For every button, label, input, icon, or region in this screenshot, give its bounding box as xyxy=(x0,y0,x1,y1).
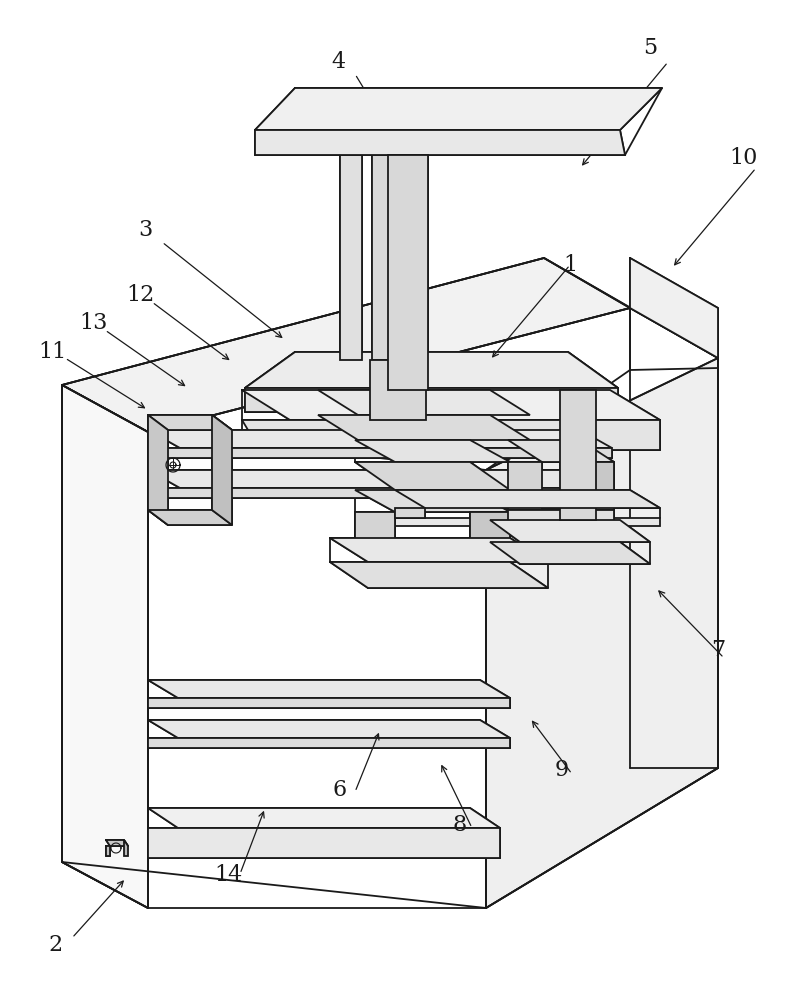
Polygon shape xyxy=(486,358,718,908)
Polygon shape xyxy=(508,440,614,462)
Text: 5: 5 xyxy=(643,37,657,59)
Polygon shape xyxy=(245,388,618,412)
Text: 7: 7 xyxy=(711,639,725,661)
Text: 14: 14 xyxy=(214,864,242,886)
Text: 3: 3 xyxy=(138,219,152,241)
Text: 8: 8 xyxy=(453,814,467,836)
Polygon shape xyxy=(370,360,426,420)
Polygon shape xyxy=(355,440,510,462)
Polygon shape xyxy=(404,155,426,360)
Polygon shape xyxy=(148,415,232,430)
Polygon shape xyxy=(148,828,500,858)
Polygon shape xyxy=(148,430,612,448)
Polygon shape xyxy=(355,512,395,540)
Polygon shape xyxy=(148,510,232,525)
Polygon shape xyxy=(508,510,614,522)
Polygon shape xyxy=(242,420,660,450)
Polygon shape xyxy=(580,462,614,510)
Polygon shape xyxy=(330,538,548,562)
Polygon shape xyxy=(330,562,548,588)
Polygon shape xyxy=(212,415,232,525)
Polygon shape xyxy=(490,542,650,564)
Polygon shape xyxy=(355,490,510,512)
Polygon shape xyxy=(148,680,510,698)
Polygon shape xyxy=(245,352,618,388)
Polygon shape xyxy=(318,390,530,415)
Polygon shape xyxy=(340,155,362,360)
Polygon shape xyxy=(395,508,425,518)
Polygon shape xyxy=(388,155,428,390)
Text: 2: 2 xyxy=(48,934,62,956)
Polygon shape xyxy=(148,470,612,488)
Polygon shape xyxy=(560,390,596,520)
Polygon shape xyxy=(242,390,660,420)
Polygon shape xyxy=(62,385,148,908)
Text: 1: 1 xyxy=(563,254,577,276)
Polygon shape xyxy=(395,518,660,526)
Text: 9: 9 xyxy=(555,759,569,781)
Polygon shape xyxy=(106,846,110,856)
Polygon shape xyxy=(148,448,612,458)
Text: 6: 6 xyxy=(333,779,347,801)
Polygon shape xyxy=(255,130,625,155)
Polygon shape xyxy=(124,840,128,856)
Text: 13: 13 xyxy=(79,312,107,334)
Polygon shape xyxy=(106,840,128,846)
Polygon shape xyxy=(490,520,650,542)
Polygon shape xyxy=(630,258,718,358)
Polygon shape xyxy=(255,88,662,130)
Polygon shape xyxy=(470,512,510,540)
Polygon shape xyxy=(62,258,630,432)
Polygon shape xyxy=(355,462,510,490)
Text: 4: 4 xyxy=(331,51,345,73)
Polygon shape xyxy=(395,490,660,508)
Polygon shape xyxy=(148,488,612,498)
Polygon shape xyxy=(508,462,542,510)
Polygon shape xyxy=(318,415,530,440)
Polygon shape xyxy=(62,385,148,908)
Text: 11: 11 xyxy=(38,341,66,363)
Polygon shape xyxy=(148,738,510,748)
Text: 10: 10 xyxy=(729,147,758,169)
Polygon shape xyxy=(372,155,394,360)
Polygon shape xyxy=(148,415,168,525)
Polygon shape xyxy=(148,698,510,708)
Polygon shape xyxy=(148,808,500,828)
Polygon shape xyxy=(148,720,510,738)
Text: 12: 12 xyxy=(126,284,154,306)
